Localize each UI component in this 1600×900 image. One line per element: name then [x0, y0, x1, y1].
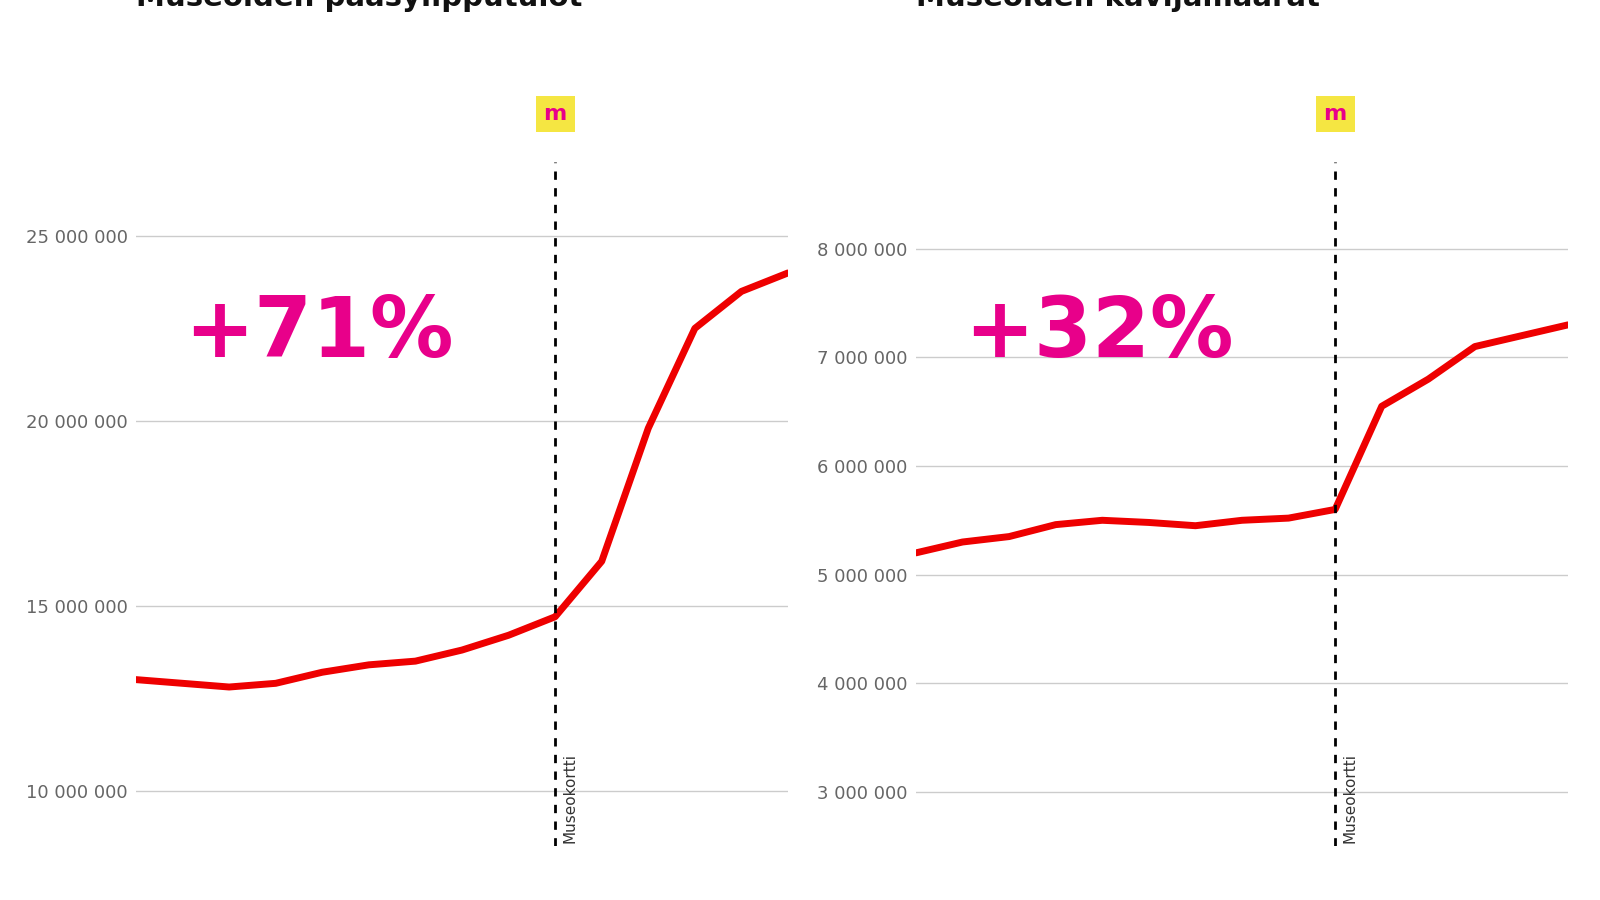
Text: Museoiden pääsylipputulot: Museoiden pääsylipputulot [136, 0, 582, 12]
Text: m: m [544, 104, 566, 124]
Text: Museokortti: Museokortti [562, 752, 578, 842]
Text: +71%: +71% [184, 292, 453, 374]
Text: Museokortti: Museokortti [1342, 752, 1357, 842]
Text: +32%: +32% [963, 292, 1234, 374]
Text: Museoiden kävijämäärät: Museoiden kävijämäärät [915, 0, 1320, 12]
Text: m: m [1323, 104, 1347, 124]
